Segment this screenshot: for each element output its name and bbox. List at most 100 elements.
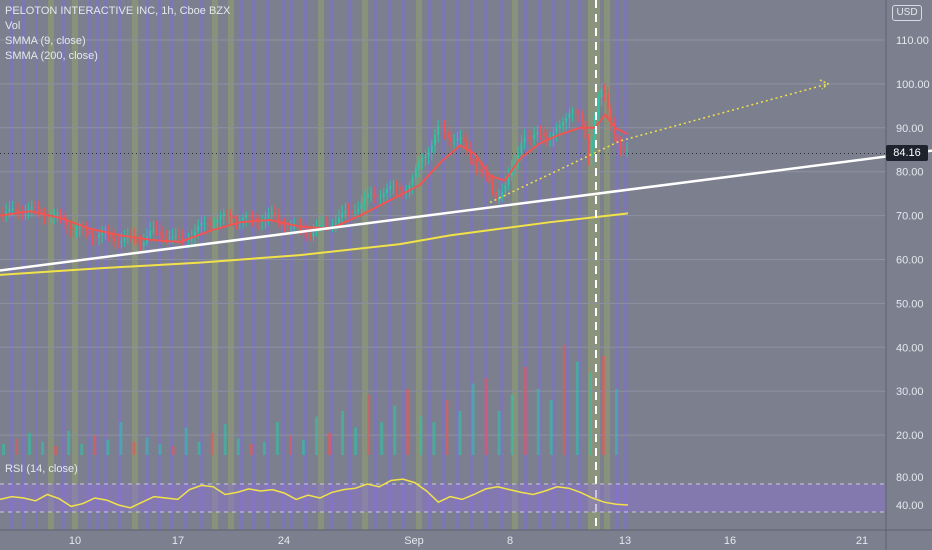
candle-body (357, 208, 360, 213)
rsi-tick-label: 40.00 (896, 500, 924, 512)
y-tick-label: 110.00 (896, 35, 929, 47)
volume-bar (93, 435, 97, 455)
vertical-band (104, 0, 107, 530)
candle-body (539, 132, 542, 134)
candle-body (466, 142, 468, 150)
candle-body (421, 157, 424, 162)
candle-body (325, 225, 328, 227)
candle-body (498, 198, 500, 201)
vertical-band (212, 0, 218, 530)
chart-legend: PELOTON INTERACTIVE INC, 1h, Cboe BZX Vo… (5, 4, 230, 64)
volume-bar (119, 422, 123, 455)
candle-body (347, 211, 350, 213)
candle-body (408, 185, 411, 189)
volume-bar (380, 422, 384, 455)
candle-body (370, 193, 372, 195)
candle-body (507, 175, 510, 185)
candle-body (318, 225, 321, 229)
legend-rsi[interactable]: RSI (14, close) (5, 463, 78, 475)
vertical-band (252, 0, 255, 530)
candle-body (606, 92, 609, 110)
vertical-band (10, 0, 13, 530)
candle-body (590, 140, 593, 157)
candle-body (338, 217, 340, 224)
candle-body (402, 189, 404, 191)
vertical-band (566, 0, 569, 530)
volume-bar (249, 444, 253, 455)
volume-bar (523, 367, 527, 455)
candle-body (120, 240, 123, 243)
candle-body (520, 142, 523, 155)
volume-bar (484, 378, 488, 455)
volume-bar (262, 441, 266, 455)
candle-body (530, 138, 532, 140)
candle-body (14, 208, 17, 211)
candle-body (245, 215, 248, 218)
vertical-band (22, 0, 25, 530)
candle-body (616, 134, 619, 144)
vertical-band (132, 0, 138, 530)
candle-body (485, 173, 488, 177)
x-tick-label: 24 (278, 535, 290, 547)
candle-body (235, 218, 238, 221)
rsi-band (0, 484, 886, 512)
x-tick-label: 16 (724, 535, 736, 547)
vertical-band (304, 0, 307, 530)
volume-bar (536, 389, 540, 455)
candle-body (405, 188, 408, 191)
candle-body (242, 217, 244, 221)
candle-body (309, 236, 312, 238)
candle-body (197, 226, 200, 232)
y-tick-label: 70.00 (896, 211, 924, 223)
candle-body (248, 215, 251, 217)
candle-body (306, 233, 308, 237)
candle-body (565, 118, 568, 123)
volume-bar (80, 444, 84, 455)
y-tick-label: 40.00 (896, 342, 924, 354)
vertical-band (524, 0, 527, 530)
volume-bar (562, 345, 566, 455)
candle-body (376, 195, 379, 198)
candle-body (136, 239, 139, 244)
vertical-band (374, 0, 377, 530)
candle-body (562, 122, 564, 126)
candle-body (11, 208, 14, 210)
candle-body (149, 230, 152, 237)
candle-body (363, 198, 366, 204)
candle-body (59, 212, 62, 215)
volume-bar (432, 422, 436, 455)
vertical-band (240, 0, 243, 530)
volume-bar (354, 427, 358, 455)
volume-bar (210, 433, 214, 455)
candle-body (469, 149, 472, 159)
candle-body (72, 228, 75, 230)
candle-body (386, 189, 388, 194)
legend-vol[interactable]: Vol (5, 20, 21, 32)
candle-body (251, 215, 254, 218)
candle-body (162, 235, 164, 239)
vertical-band (442, 0, 445, 530)
candle-body (91, 234, 94, 238)
candle-body (174, 235, 177, 237)
y-tick-label: 100.00 (896, 79, 930, 91)
candle-body (155, 229, 158, 232)
vertical-band (266, 0, 269, 530)
candle-body (450, 138, 452, 142)
vertical-band (362, 0, 368, 530)
vertical-band (604, 0, 610, 530)
vertical-band (402, 0, 405, 530)
vertical-band (318, 0, 324, 530)
legend-smma9[interactable]: SMMA (9, close) (5, 35, 86, 47)
candle-body (546, 136, 548, 139)
volume-bar (458, 411, 462, 455)
candle-body (181, 237, 184, 241)
x-axis-strip (0, 530, 932, 550)
candle-body (418, 161, 420, 169)
candle-body (168, 238, 171, 240)
price-gridlines (0, 39, 886, 436)
candle-body (203, 222, 206, 224)
currency-badge[interactable]: USD (892, 5, 922, 21)
y-tick-label: 50.00 (896, 298, 924, 310)
legend-smma200[interactable]: SMMA (200, close) (5, 50, 98, 62)
projection-arrowhead (819, 79, 830, 90)
